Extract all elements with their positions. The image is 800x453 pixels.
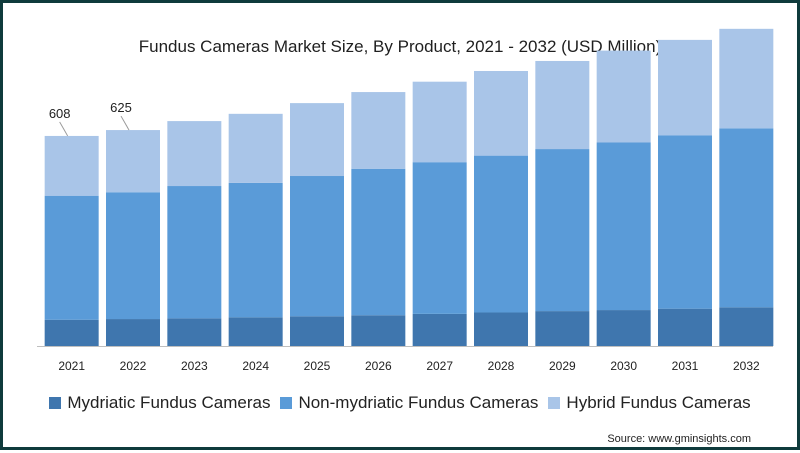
bar-2032-series-1	[719, 128, 774, 308]
legend-swatch-0	[49, 397, 62, 409]
x-tick-label-2032: 2032	[733, 359, 760, 373]
bar-2029-series-2	[535, 60, 590, 150]
bar-2027-series-1	[412, 162, 467, 314]
bar-2025-series-0	[290, 316, 344, 346]
bar-2031-series-2	[658, 39, 712, 136]
bar-2032-series-2	[719, 28, 774, 129]
x-tick-group: 2021 2022 2023 2024 2025 2026 2027 2028 2029 2030…	[58, 359, 760, 373]
bar-2021-series-2	[44, 135, 99, 196]
bar-2028-series-1	[474, 155, 528, 313]
bar-2024-series-1	[228, 182, 283, 318]
x-tick-label-2023: 2023	[181, 359, 208, 373]
bar-2022-series-2	[106, 130, 160, 193]
bar-2021-series-0	[44, 319, 99, 346]
x-tick-label-2021: 2021	[58, 359, 85, 373]
x-tick-label-2029: 2029	[549, 359, 576, 373]
bar-2023-series-1	[167, 186, 222, 319]
bar-2024-series-0	[228, 317, 283, 346]
bar-2030-series-0	[596, 310, 651, 346]
legend-item-2: Hybrid Fundus Cameras	[548, 393, 751, 413]
x-tick-label-2028: 2028	[488, 359, 515, 373]
legend-label-1: Non-mydriatic Fundus Cameras	[298, 393, 539, 412]
bar-2023-series-2	[167, 121, 222, 187]
legend-item-0: Mydriatic Fundus Cameras	[49, 393, 270, 413]
data-label-group: 608 625	[49, 100, 132, 137]
bar-2023-series-0	[167, 318, 222, 346]
bar-2030-series-1	[596, 142, 651, 311]
bar-2022-series-0	[106, 319, 160, 346]
bar-2031-series-1	[658, 135, 712, 309]
x-tick-label-2026: 2026	[365, 359, 392, 373]
bar-group	[44, 28, 774, 346]
bar-2031-series-0	[658, 308, 712, 346]
bar-2025-series-2	[290, 103, 344, 177]
bar-2026-series-2	[351, 92, 406, 169]
x-tick-label-2027: 2027	[426, 359, 453, 373]
bar-2022-series-1	[106, 192, 160, 320]
bar-2024-series-2	[228, 113, 283, 183]
data-label-2021: 608	[49, 106, 71, 121]
legend-swatch-2	[548, 397, 561, 409]
bar-2029-series-1	[535, 149, 590, 312]
bar-2028-series-0	[474, 312, 528, 346]
bar-2021-series-1	[44, 195, 99, 320]
x-tick-label-2030: 2030	[610, 359, 637, 373]
legend-label-2: Hybrid Fundus Cameras	[566, 393, 751, 412]
bar-2026-series-1	[351, 168, 406, 316]
bar-2027-series-2	[412, 81, 467, 163]
x-tick-label-2031: 2031	[672, 359, 699, 373]
data-label-2022: 625	[110, 100, 132, 115]
data-label-leader-2021	[59, 121, 69, 137]
bar-2025-series-1	[290, 176, 344, 317]
x-tick-label-2024: 2024	[242, 359, 269, 373]
source-text: Source: www.gminsights.com	[607, 433, 751, 445]
x-tick-label-2022: 2022	[120, 359, 147, 373]
data-label-leader-2022	[120, 115, 130, 131]
legend-label-0: Mydriatic Fundus Cameras	[67, 393, 271, 412]
chart-plot: 608 625 2021 2022 2023 2024 2025 2026 2027 2028 2…	[37, 28, 774, 373]
bar-2028-series-2	[474, 70, 528, 156]
legend-swatch-1	[280, 397, 293, 409]
chart-title: Fundus Cameras Market Size, By Product, …	[138, 37, 662, 56]
bar-2032-series-0	[719, 307, 774, 346]
legend: Mydriatic Fundus Cameras Non-mydriatic Fu…	[3, 393, 797, 413]
x-tick-label-2025: 2025	[304, 359, 331, 373]
legend-item-1: Non-mydriatic Fundus Cameras	[280, 393, 538, 413]
bar-2026-series-0	[351, 315, 406, 346]
bar-2027-series-0	[412, 313, 467, 346]
bar-2029-series-0	[535, 311, 590, 346]
bar-2030-series-2	[596, 50, 651, 143]
